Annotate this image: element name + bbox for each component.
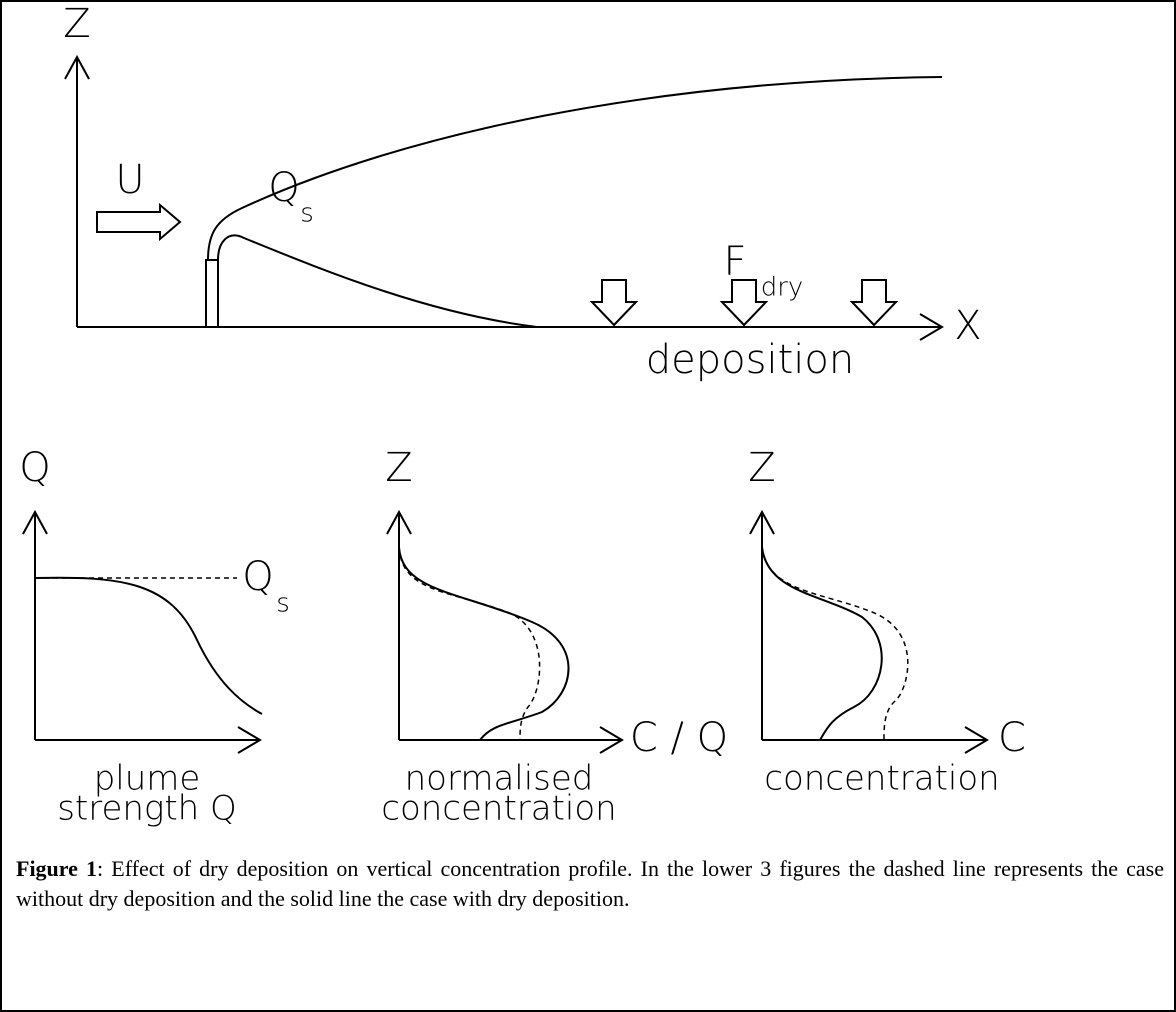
flux-subscript: dry xyxy=(761,273,804,303)
panel-axes xyxy=(750,512,987,753)
z-label: Z xyxy=(63,2,90,47)
deposition-arrow xyxy=(722,280,766,325)
z-axis xyxy=(65,57,89,327)
stack xyxy=(206,260,218,327)
x-label: C / Q xyxy=(630,715,728,761)
plume-strength-curve xyxy=(35,578,262,714)
panel-label: concentration xyxy=(381,789,616,829)
wind-arrow xyxy=(97,205,180,239)
caption: Figure 1: Effect of dry deposition on ve… xyxy=(16,854,1164,914)
without-deposition-curve xyxy=(399,547,540,740)
deposition-arrows xyxy=(592,280,896,325)
ref-label: Q xyxy=(242,554,273,600)
source-subscript: s xyxy=(300,199,314,229)
deposition-label: deposition xyxy=(646,337,854,383)
panel-label: concentration xyxy=(764,759,999,799)
plume-lower xyxy=(218,235,537,327)
figure: Z X U Q s F dry deposition Q Q s plume s… xyxy=(0,0,1176,1012)
diagram: Z X U Q s F dry deposition Q Q s plume s… xyxy=(2,2,1174,852)
panel-axes xyxy=(23,512,260,753)
top-axes xyxy=(65,57,942,340)
deposition-arrow xyxy=(852,280,896,325)
with-deposition-curve xyxy=(762,547,882,740)
y-label: Q xyxy=(19,445,50,491)
source-label: Q xyxy=(268,165,299,211)
panel-axes xyxy=(387,512,622,753)
deposition-arrow xyxy=(592,280,636,325)
plume-upper xyxy=(208,77,942,260)
y-label: Z xyxy=(385,445,412,491)
caption-label: Figure 1 xyxy=(16,856,97,881)
panel-label: strength Q xyxy=(57,789,237,829)
x-label: X xyxy=(954,303,981,349)
y-label: Z xyxy=(748,445,775,491)
flux-label: F xyxy=(723,239,746,285)
with-deposition-curve xyxy=(399,547,569,740)
caption-text: : Effect of dry deposition on vertical c… xyxy=(16,856,1164,911)
ref-subscript: s xyxy=(276,589,290,619)
wind-label: U xyxy=(115,157,144,203)
x-label: C xyxy=(998,715,1026,761)
without-deposition-curve xyxy=(762,547,908,740)
